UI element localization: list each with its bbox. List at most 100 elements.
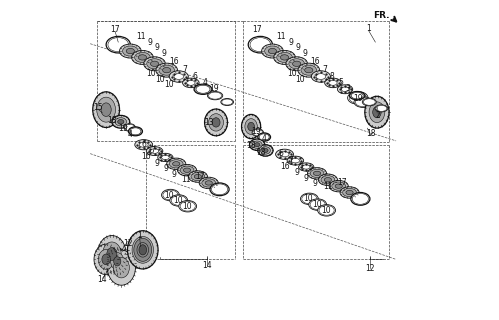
Ellipse shape xyxy=(275,149,293,159)
Ellipse shape xyxy=(310,200,325,210)
Ellipse shape xyxy=(163,190,178,200)
Text: 17: 17 xyxy=(110,25,120,34)
Text: 16: 16 xyxy=(170,57,179,66)
Ellipse shape xyxy=(352,194,368,204)
Text: 14: 14 xyxy=(97,275,107,284)
Ellipse shape xyxy=(254,143,260,147)
Ellipse shape xyxy=(292,61,301,67)
Ellipse shape xyxy=(150,61,159,67)
Text: 10: 10 xyxy=(296,75,305,84)
Text: 18: 18 xyxy=(247,141,256,150)
Ellipse shape xyxy=(184,168,191,172)
Ellipse shape xyxy=(128,127,142,136)
Ellipse shape xyxy=(318,204,335,216)
Text: 10: 10 xyxy=(155,75,165,84)
Ellipse shape xyxy=(250,139,265,150)
Ellipse shape xyxy=(119,44,141,58)
Ellipse shape xyxy=(107,250,135,285)
Ellipse shape xyxy=(106,36,130,53)
Ellipse shape xyxy=(179,200,197,212)
Ellipse shape xyxy=(351,193,370,205)
Ellipse shape xyxy=(321,176,335,184)
Ellipse shape xyxy=(245,119,257,134)
Ellipse shape xyxy=(180,166,194,174)
Ellipse shape xyxy=(118,120,124,124)
Ellipse shape xyxy=(335,184,342,188)
Text: 6: 6 xyxy=(141,140,146,148)
Ellipse shape xyxy=(162,189,180,201)
Text: 4: 4 xyxy=(261,134,266,143)
Ellipse shape xyxy=(139,142,148,147)
Ellipse shape xyxy=(150,149,159,153)
Ellipse shape xyxy=(375,105,388,112)
Ellipse shape xyxy=(301,65,316,75)
Text: 18: 18 xyxy=(107,116,117,125)
Ellipse shape xyxy=(258,145,273,156)
Text: 10: 10 xyxy=(164,190,174,200)
Text: 17: 17 xyxy=(337,179,347,188)
Text: 15: 15 xyxy=(93,103,103,112)
Ellipse shape xyxy=(97,97,115,122)
Ellipse shape xyxy=(300,193,318,204)
Text: 9: 9 xyxy=(164,164,169,173)
Text: 9: 9 xyxy=(162,49,167,58)
Text: 9: 9 xyxy=(155,159,160,168)
Ellipse shape xyxy=(362,98,376,106)
Ellipse shape xyxy=(340,187,359,198)
Ellipse shape xyxy=(125,124,135,131)
Ellipse shape xyxy=(113,258,129,278)
Ellipse shape xyxy=(134,238,152,261)
Ellipse shape xyxy=(158,153,173,162)
Ellipse shape xyxy=(202,179,216,187)
Text: 7: 7 xyxy=(182,65,187,74)
Ellipse shape xyxy=(93,92,119,127)
Ellipse shape xyxy=(310,169,324,178)
Ellipse shape xyxy=(311,71,330,82)
Ellipse shape xyxy=(248,122,254,131)
Ellipse shape xyxy=(373,107,381,118)
Ellipse shape xyxy=(194,84,212,94)
Text: 9: 9 xyxy=(295,43,300,52)
Ellipse shape xyxy=(263,148,268,152)
Text: 14: 14 xyxy=(203,261,212,270)
Ellipse shape xyxy=(222,99,233,105)
Ellipse shape xyxy=(325,78,341,88)
Ellipse shape xyxy=(329,81,337,85)
Ellipse shape xyxy=(146,147,163,156)
Ellipse shape xyxy=(316,74,326,79)
Ellipse shape xyxy=(260,147,270,154)
Ellipse shape xyxy=(191,172,205,181)
Text: 16: 16 xyxy=(141,152,151,161)
Ellipse shape xyxy=(209,114,224,131)
Ellipse shape xyxy=(298,63,319,77)
Ellipse shape xyxy=(329,180,348,192)
Ellipse shape xyxy=(135,140,153,150)
Text: 19: 19 xyxy=(118,124,128,133)
Text: 4: 4 xyxy=(128,130,132,139)
Ellipse shape xyxy=(138,55,147,60)
Text: 11: 11 xyxy=(323,182,333,191)
Ellipse shape xyxy=(173,162,180,166)
Ellipse shape xyxy=(349,92,366,103)
Ellipse shape xyxy=(302,165,310,169)
Text: 9: 9 xyxy=(148,38,153,47)
Text: 11: 11 xyxy=(181,175,191,184)
Text: 12: 12 xyxy=(123,239,132,248)
Text: 6: 6 xyxy=(279,149,284,158)
Ellipse shape xyxy=(123,46,138,56)
Text: 9: 9 xyxy=(312,179,317,188)
Ellipse shape xyxy=(259,134,269,140)
Text: 1: 1 xyxy=(366,24,371,33)
Text: 2: 2 xyxy=(376,111,381,120)
Ellipse shape xyxy=(174,74,184,79)
Ellipse shape xyxy=(127,231,158,269)
Ellipse shape xyxy=(159,65,175,75)
Ellipse shape xyxy=(111,252,124,270)
Text: 17: 17 xyxy=(195,172,205,181)
Text: 11: 11 xyxy=(136,32,145,41)
Ellipse shape xyxy=(212,118,220,127)
Ellipse shape xyxy=(178,164,197,176)
Text: 11: 11 xyxy=(276,32,286,41)
Ellipse shape xyxy=(250,38,270,52)
Ellipse shape xyxy=(242,115,260,139)
